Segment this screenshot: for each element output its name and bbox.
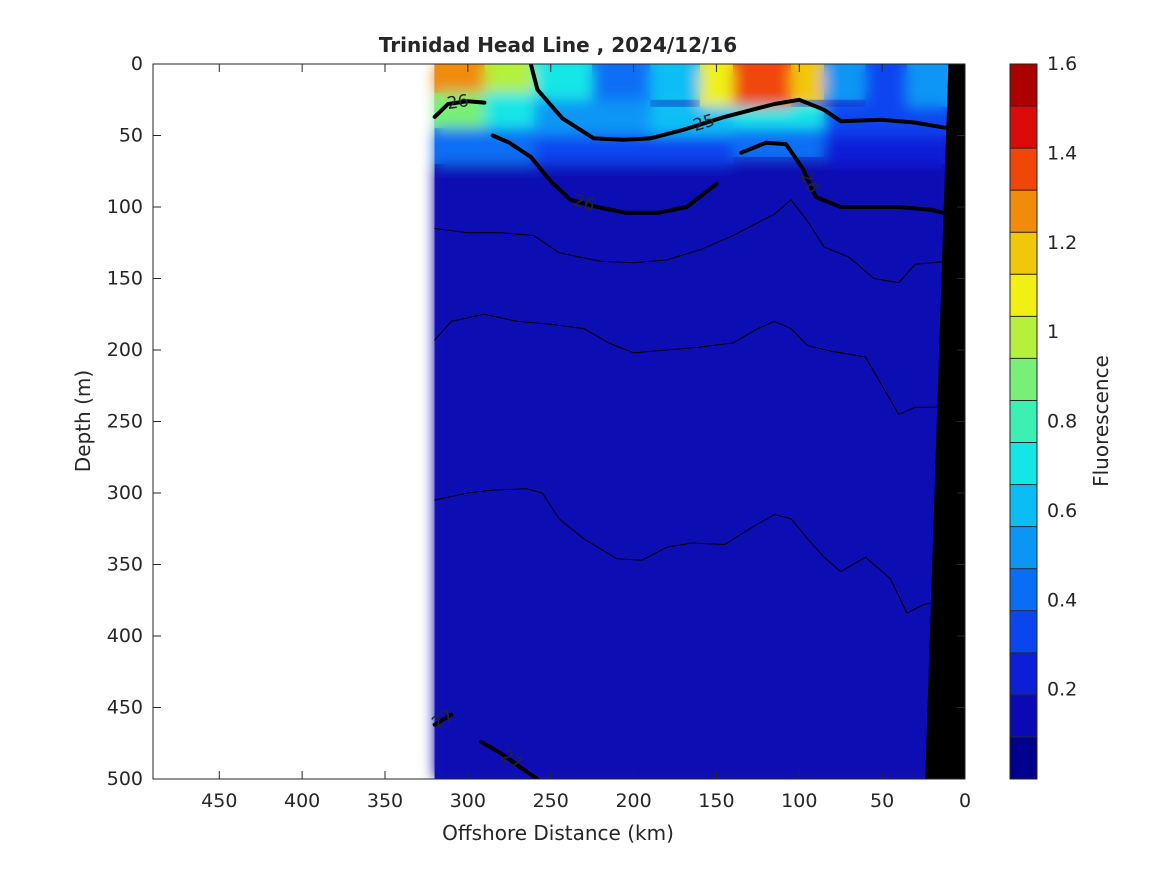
colorbar-swatch [1010,274,1037,317]
heatmap-soft-layer [434,64,949,779]
y-axis-label: Depth (m) [71,370,95,472]
seafloor-bathymetry [925,64,965,779]
colorbar-swatch [1010,316,1037,359]
heatmap-cell-soft [791,64,825,100]
colorbar-swatch [1010,106,1037,149]
x-tick-label: 300 [450,790,486,812]
colorbar-swatch [1010,736,1037,780]
x-tick-label: 400 [284,790,320,812]
contour-line [432,712,454,727]
y-tick-label: 300 [107,482,143,504]
x-axis-label: Offshore Distance (km) [442,821,674,845]
chart-title: Trinidad Head Line , 2024/12/16 [379,33,737,57]
colorbar: 1.6 1.4 1.2 1 0.8 0.6 0.4 0.2 [1010,53,1077,780]
colorbar-tick-label: 0.2 [1047,679,1077,701]
y-tick-label: 200 [107,339,143,361]
x-tick-label: 350 [367,790,403,812]
colorbar-swatch [1010,358,1037,401]
x-tick-label: 450 [201,790,237,812]
colorbar-tick-label: 0.6 [1047,500,1077,522]
heatmap-cell-soft [907,64,949,107]
contour-line [739,140,951,217]
colorbar-tick-label: 1 [1047,321,1059,343]
colorbar-label: Fluorescence [1089,355,1113,487]
y-tick-label: 0 [131,53,143,75]
colorbar-swatch [1010,694,1037,738]
colorbar-frame [1009,63,1038,780]
heatmap-cell-soft [650,135,733,165]
colorbar-swatch [1010,400,1037,444]
colorbar-tick-label: 0.8 [1047,411,1077,433]
heatmap-cell-soft [592,64,651,100]
colorbar-swatch [1010,190,1037,233]
contour-line [434,313,949,415]
x-tick-label: 0 [959,790,971,812]
colorbar-swatch [1010,568,1037,612]
heatmap-cell-soft [824,64,866,100]
x-tick-label: 100 [781,790,817,812]
x-tick-label: 200 [615,790,651,812]
y-tick-label: 450 [107,697,143,719]
contour-label: 26 [446,91,470,114]
colorbar-swatch [1010,652,1037,696]
heatmap-cell-soft [865,64,907,107]
colorbar-swatch [1010,442,1037,486]
heatmap-cell-soft [484,92,535,129]
heatmap-cell-soft [484,64,535,93]
y-tick-label: 250 [107,411,143,433]
heatmap-cell-soft [534,64,593,100]
colorbar-tick-label: 1.6 [1047,53,1077,75]
x-tick-label: 150 [698,790,734,812]
y-tick-label: 50 [119,125,143,147]
heatmap-cell-soft [434,164,949,779]
colorbar-tick-label: 0.4 [1047,589,1077,611]
y-tick-label: 500 [107,768,143,790]
colorbar-swatch [1010,610,1037,654]
heatmap-cell-soft [733,106,825,129]
contour-line [434,199,949,284]
contour-line [479,739,540,779]
colorbar-tick-label: 1.2 [1047,232,1077,254]
colorbar-swatch [1010,526,1037,570]
x-tick-label: 250 [533,790,569,812]
x-axis: 450 400 350 300 250 200 150 100 50 0 [201,64,971,812]
colorbar-swatch [1010,148,1037,191]
y-tick-label: 350 [107,554,143,576]
heatmap-cell-soft [650,106,733,136]
heatmap-cell-soft [733,64,791,107]
y-tick-label: 400 [107,625,143,647]
heatmap-cell-soft [434,64,485,93]
colorbar-tick-label: 1.4 [1047,142,1077,164]
y-axis: 0 50 100 150 200 250 300 350 400 450 500 [107,53,965,790]
contour-line [528,64,951,142]
y-tick-label: 100 [107,196,143,218]
contour-line [434,488,949,614]
colorbar-swatch [1010,64,1037,107]
heatmap-cell-soft [592,99,651,136]
heatmap-cell-soft [650,64,700,100]
contour-line [490,133,719,215]
contour-line [432,99,487,119]
colorbar-swatch [1010,232,1037,275]
colorbar-swatch [1010,484,1037,528]
y-tick-label: 150 [107,268,143,290]
heatmap-cell-soft [434,128,535,165]
x-tick-label: 50 [870,790,894,812]
